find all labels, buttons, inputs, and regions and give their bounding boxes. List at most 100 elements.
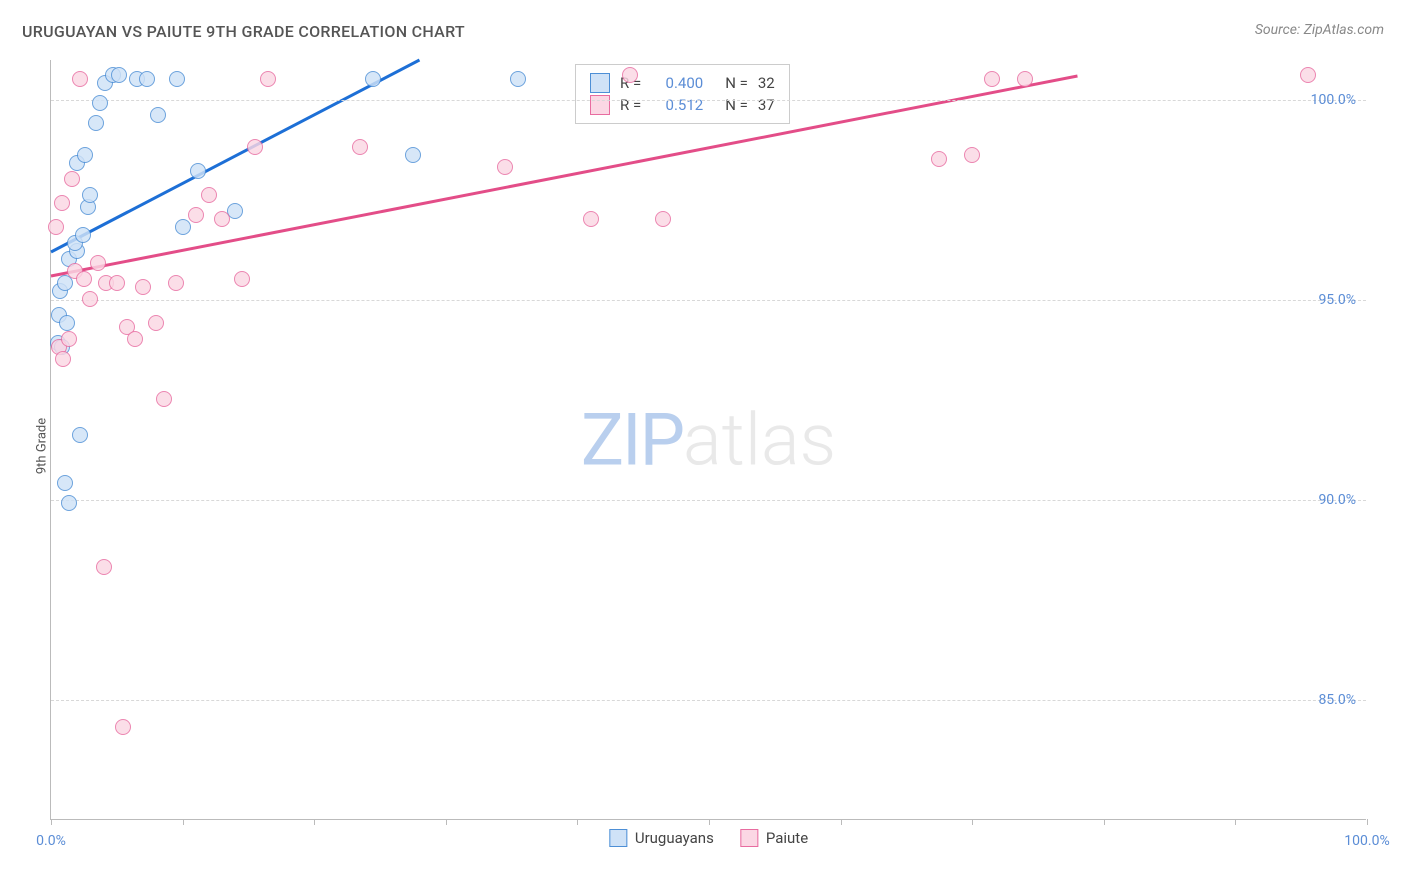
data-point: [139, 71, 155, 87]
data-point: [88, 115, 104, 131]
bottom-legend: Uruguayans Paiute: [609, 829, 808, 847]
data-point: [365, 71, 381, 87]
legend-swatch: [740, 829, 758, 847]
data-point: [48, 219, 64, 235]
data-point: [1300, 67, 1316, 83]
gridline-h: [51, 100, 1366, 101]
data-point: [61, 495, 77, 511]
data-point: [1017, 71, 1033, 87]
trend-line: [51, 76, 1077, 276]
data-point: [964, 147, 980, 163]
data-point: [405, 147, 421, 163]
data-point: [234, 271, 250, 287]
trend-lines: [51, 60, 1367, 820]
data-point: [135, 279, 151, 295]
data-point: [76, 271, 92, 287]
bottom-legend-item: Paiute: [740, 829, 808, 847]
data-point: [72, 427, 88, 443]
x-tick-mark: [972, 819, 973, 825]
data-point: [622, 67, 638, 83]
data-point: [82, 187, 98, 203]
y-tick-label: 100.0%: [1311, 92, 1356, 108]
watermark-zip: ZIP: [581, 397, 683, 482]
data-point: [655, 211, 671, 227]
stats-legend: R = 0.400 N = 32 R = 0.512 N = 37: [575, 64, 790, 124]
data-point: [75, 227, 91, 243]
bottom-legend-item: Uruguayans: [609, 829, 714, 847]
data-point: [583, 211, 599, 227]
chart-title: URUGUAYAN VS PAIUTE 9TH GRADE CORRELATIO…: [22, 22, 465, 41]
data-point: [201, 187, 217, 203]
gridline-h: [51, 700, 1366, 701]
data-point: [82, 291, 98, 307]
data-point: [247, 139, 263, 155]
legend-R-label: R =: [620, 96, 641, 114]
x-tick-mark: [577, 819, 578, 825]
x-tick-mark: [1235, 819, 1236, 825]
data-point: [55, 351, 71, 367]
legend-R-value: 0.400: [651, 74, 703, 92]
watermark: ZIPatlas: [581, 397, 836, 482]
legend-N-label: N =: [725, 74, 748, 92]
chart-source: Source: ZipAtlas.com: [1255, 22, 1384, 38]
data-point: [64, 171, 80, 187]
legend-N-value: 37: [758, 96, 775, 114]
x-tick-mark: [1367, 819, 1368, 825]
data-point: [57, 475, 73, 491]
y-tick-label: 95.0%: [1318, 292, 1356, 308]
x-tick-mark: [314, 819, 315, 825]
data-point: [510, 71, 526, 87]
x-tick-mark: [709, 819, 710, 825]
legend-N-value: 32: [758, 74, 775, 92]
data-point: [72, 71, 88, 87]
data-point: [115, 719, 131, 735]
x-tick-mark: [183, 819, 184, 825]
legend-swatch: [609, 829, 627, 847]
data-point: [214, 211, 230, 227]
stats-legend-row: R =0.400N =32: [590, 73, 775, 93]
gridline-h: [51, 500, 1366, 501]
data-point: [156, 391, 172, 407]
data-point: [148, 315, 164, 331]
stats-legend-row: R = 0.512 N = 37: [590, 95, 775, 115]
x-tick-mark: [1104, 819, 1105, 825]
x-tick-label: 100.0%: [1344, 833, 1389, 849]
data-point: [90, 255, 106, 271]
data-point: [352, 139, 368, 155]
x-tick-label: 0.0%: [36, 833, 66, 849]
x-tick-mark: [51, 819, 52, 825]
data-point: [96, 559, 112, 575]
watermark-atlas: atlas: [683, 397, 836, 482]
data-point: [59, 315, 75, 331]
legend-swatch: [590, 73, 610, 93]
data-point: [260, 71, 276, 87]
gridline-h: [51, 300, 1366, 301]
plot-area: ZIPatlas R =0.400N =32R =0.512N =37 Urug…: [50, 60, 1366, 820]
data-point: [109, 275, 125, 291]
data-point: [168, 275, 184, 291]
legend-swatch: [590, 95, 610, 115]
data-point: [984, 71, 1000, 87]
legend-N-label: N =: [725, 96, 748, 114]
data-point: [169, 71, 185, 87]
legend-R-value: 0.512: [651, 96, 703, 114]
bottom-legend-label: Paiute: [766, 829, 808, 847]
data-point: [188, 207, 204, 223]
data-point: [150, 107, 166, 123]
data-point: [54, 195, 70, 211]
y-axis-label: 9th Grade: [35, 418, 50, 474]
x-tick-mark: [841, 819, 842, 825]
data-point: [175, 219, 191, 235]
data-point: [497, 159, 513, 175]
data-point: [190, 163, 206, 179]
data-point: [111, 67, 127, 83]
bottom-legend-label: Uruguayans: [635, 829, 714, 847]
data-point: [931, 151, 947, 167]
data-point: [61, 331, 77, 347]
y-tick-label: 85.0%: [1318, 692, 1356, 708]
data-point: [127, 331, 143, 347]
y-tick-label: 90.0%: [1318, 492, 1356, 508]
x-tick-mark: [446, 819, 447, 825]
data-point: [92, 95, 108, 111]
data-point: [77, 147, 93, 163]
